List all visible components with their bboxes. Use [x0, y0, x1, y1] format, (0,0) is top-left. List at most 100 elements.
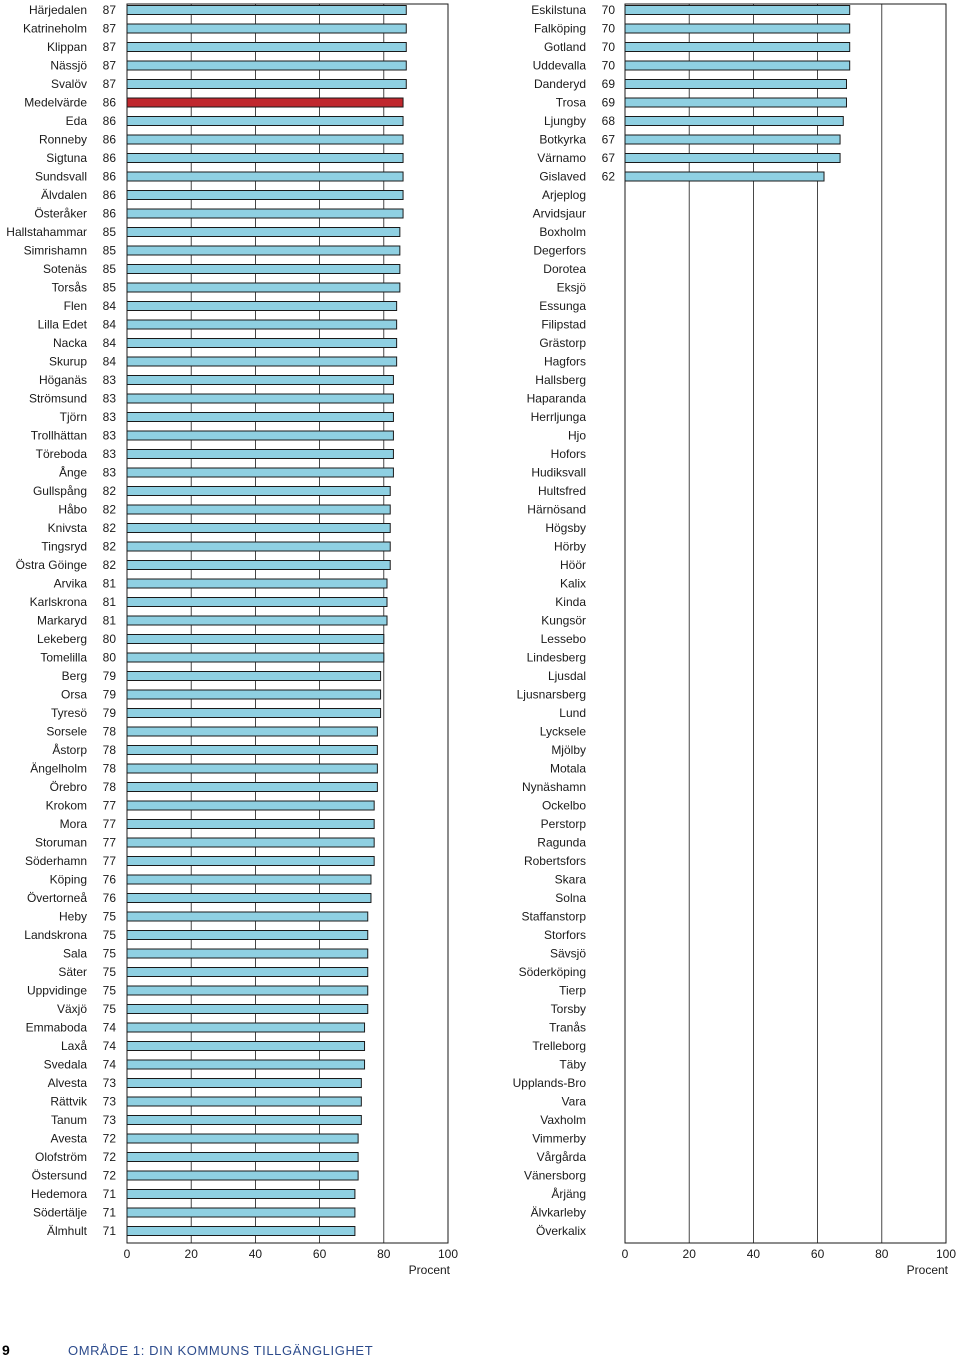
category-label: Årjäng [551, 1186, 586, 1201]
category-label: Lund [559, 706, 586, 720]
category-label: Torsby [551, 1002, 586, 1016]
category-label: Härnösand [527, 503, 586, 517]
category-label: Arjeplog [542, 188, 586, 202]
category-label: Botkyrka [539, 133, 586, 147]
value-label: 74 [103, 1039, 117, 1053]
category-label: Vaxholm [540, 1113, 586, 1127]
bar [126, 467, 394, 478]
value-label: 79 [103, 688, 117, 702]
bar [126, 874, 372, 885]
value-label: 73 [103, 1095, 117, 1109]
category-label: Tyresö [51, 706, 87, 720]
bar [126, 837, 375, 848]
bar [126, 1115, 362, 1125]
x-tick-label: 20 [683, 1247, 697, 1261]
category-label: Övertorneå [27, 891, 87, 905]
bar [126, 1152, 359, 1162]
bar [126, 578, 388, 589]
category-label: Mora [60, 817, 88, 831]
category-label: Tanum [51, 1113, 87, 1127]
value-label: 83 [103, 429, 117, 443]
x-axis-label: Procent [409, 1263, 451, 1277]
category-label: Sotenäs [43, 262, 87, 276]
value-label: 87 [103, 22, 117, 36]
category-label: Staffanstorp [522, 910, 587, 924]
x-tick-label: 100 [438, 1247, 458, 1261]
value-label: 78 [103, 762, 117, 776]
category-label: Lessebo [541, 632, 587, 646]
value-label: 79 [103, 706, 117, 720]
x-tick-label: 100 [936, 1247, 956, 1261]
category-label: Österåker [34, 207, 87, 221]
x-tick-label: 0 [622, 1247, 629, 1261]
bar [126, 1059, 366, 1070]
category-label: Södertälje [33, 1206, 87, 1220]
bar [126, 430, 394, 441]
category-label: Sigtuna [46, 151, 87, 165]
category-label: Hofors [551, 447, 586, 461]
x-tick-label: 0 [124, 1247, 131, 1261]
category-label: Lekeberg [37, 632, 87, 646]
category-label: Olofström [35, 1150, 87, 1164]
category-label: Robertsfors [524, 854, 586, 868]
category-label: Upplands-Bro [513, 1076, 587, 1090]
bar [624, 97, 847, 108]
category-label: Kungsör [541, 614, 586, 628]
x-tick-label: 40 [747, 1247, 761, 1261]
category-label: Krokom [46, 799, 87, 813]
category-label: Medelvärde [24, 96, 87, 110]
value-label: 82 [103, 503, 117, 517]
x-tick-label: 20 [185, 1247, 199, 1261]
category-label: Arvidsjaur [533, 207, 586, 221]
value-label: 82 [103, 540, 117, 554]
category-label: Uppvidinge [27, 984, 87, 998]
category-label: Älvdalen [41, 188, 87, 202]
value-label: 71 [103, 1187, 117, 1201]
bar [126, 615, 388, 626]
bar [126, 911, 369, 922]
bar [126, 116, 404, 126]
bar [126, 708, 382, 718]
bar [126, 1133, 359, 1144]
category-label: Hjo [568, 429, 586, 443]
value-label: 84 [103, 355, 117, 369]
category-label: Trosa [556, 96, 587, 110]
value-label: 75 [103, 928, 117, 942]
bar [126, 5, 407, 15]
value-label: 72 [103, 1169, 117, 1183]
bar [126, 153, 404, 163]
value-label: 81 [103, 577, 117, 591]
bar [126, 652, 385, 663]
value-label: 77 [103, 799, 117, 813]
category-label: Storuman [35, 836, 87, 850]
category-label: Lindesberg [527, 651, 586, 665]
value-label: 70 [602, 22, 616, 36]
value-label: 83 [103, 373, 117, 387]
value-label: 74 [103, 1058, 117, 1072]
value-label: 87 [103, 40, 117, 54]
category-label: Älmhult [47, 1224, 88, 1238]
value-label: 72 [103, 1150, 117, 1164]
category-label: Ljungby [544, 114, 586, 128]
category-label: Värnamo [537, 151, 586, 165]
bar [126, 782, 378, 792]
bar [126, 301, 398, 311]
bar [126, 449, 394, 459]
category-label: Vimmerby [532, 1132, 586, 1146]
section-title: OMRÅDE 1: DIN KOMMUNS TILLGÄNGLIGHET [68, 1343, 374, 1358]
category-label: Eskilstuna [531, 3, 586, 17]
category-label: Orsa [61, 688, 87, 702]
bar [126, 42, 407, 52]
value-label: 83 [103, 447, 117, 461]
value-label: 86 [103, 114, 117, 128]
value-label: 83 [103, 466, 117, 480]
value-label: 86 [103, 207, 117, 221]
value-label: 87 [103, 59, 117, 73]
category-label: Trelleborg [532, 1039, 586, 1053]
bar [126, 356, 398, 367]
bar [126, 1041, 366, 1051]
x-tick-label: 60 [811, 1247, 825, 1261]
value-label: 68 [602, 114, 616, 128]
category-label: Hörby [554, 540, 586, 554]
